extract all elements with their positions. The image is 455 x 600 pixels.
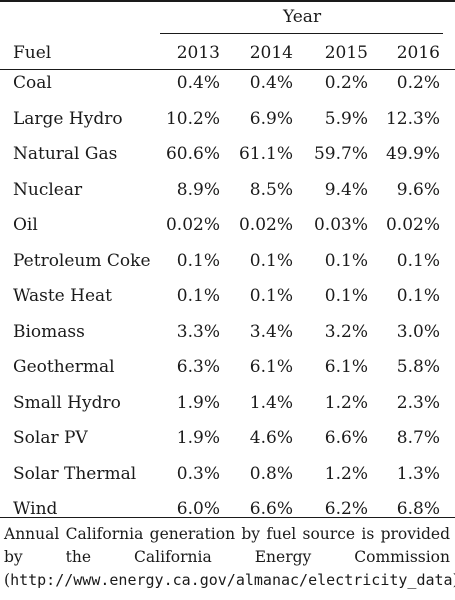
value-2014: 0.1%	[249, 251, 293, 271]
value-2014: 0.1%	[249, 286, 293, 306]
value-2016: 0.02%	[385, 215, 440, 235]
year-header-2015: 2015	[324, 43, 368, 63]
caption-url: http://www.energy.ca.gov/almanac/electri…	[10, 571, 453, 589]
table-caption: Annual California generation by fuel sou…	[4, 523, 455, 592]
value-2014: 0.02%	[238, 215, 293, 235]
value-2015: 59.7%	[313, 144, 368, 164]
value-2015: 1.2%	[324, 393, 368, 413]
value-2013: 3.3%	[176, 322, 220, 342]
value-2015: 1.2%	[324, 464, 368, 484]
year-header-2014: 2014	[249, 43, 293, 63]
value-2013: 0.3%	[176, 464, 220, 484]
caption-text: Annual California generation by fuel sou…	[4, 525, 450, 589]
value-2016: 0.2%	[396, 73, 440, 93]
value-2015: 0.2%	[324, 73, 368, 93]
value-2016: 1.3%	[396, 464, 440, 484]
value-2014: 61.1%	[238, 144, 293, 164]
value-2016: 0.1%	[396, 286, 440, 306]
year-header-2013: 2013	[176, 43, 220, 63]
value-2014: 3.4%	[249, 322, 293, 342]
year-header-2016: 2016	[396, 43, 440, 63]
value-2016: 12.3%	[385, 109, 440, 129]
value-2016: 5.8%	[396, 357, 440, 377]
fuel-label: Natural Gas	[13, 144, 118, 164]
value-2016: 3.0%	[396, 322, 440, 342]
fuel-label: Oil	[13, 215, 38, 235]
fuel-column-header: Fuel	[13, 43, 52, 63]
value-2014: 6.6%	[249, 499, 293, 519]
value-2016: 9.6%	[396, 180, 440, 200]
value-2014: 6.1%	[249, 357, 293, 377]
caption-end: ).	[453, 571, 455, 589]
value-2015: 0.1%	[324, 251, 368, 271]
value-2013: 0.1%	[176, 251, 220, 271]
value-2016: 0.1%	[396, 251, 440, 271]
fuel-label: Petroleum Coke	[13, 251, 151, 271]
value-2016: 6.8%	[396, 499, 440, 519]
fuel-label: Small Hydro	[13, 393, 121, 413]
value-2015: 3.2%	[324, 322, 368, 342]
value-2013: 0.1%	[176, 286, 220, 306]
value-2016: 49.9%	[385, 144, 440, 164]
value-2014: 6.9%	[249, 109, 293, 129]
value-2015: 6.1%	[324, 357, 368, 377]
fuel-label: Solar PV	[13, 428, 88, 448]
fuel-label: Large Hydro	[13, 109, 123, 129]
value-2013: 0.4%	[176, 73, 220, 93]
value-2013: 1.9%	[176, 393, 220, 413]
fuel-label: Waste Heat	[13, 286, 113, 306]
fuel-label: Solar Thermal	[13, 464, 137, 484]
value-2015: 6.2%	[324, 499, 368, 519]
value-2013: 10.2%	[165, 109, 220, 129]
value-2013: 6.0%	[176, 499, 220, 519]
value-2014: 4.6%	[249, 428, 293, 448]
value-2015: 5.9%	[324, 109, 368, 129]
header-rule	[0, 69, 455, 70]
value-2013: 60.6%	[165, 144, 220, 164]
table-top-rule	[0, 0, 455, 2]
value-2015: 6.6%	[324, 428, 368, 448]
value-2015: 0.03%	[313, 215, 368, 235]
fuel-label: Biomass	[13, 322, 85, 342]
year-group-header: Year	[283, 7, 322, 27]
year-group-rule	[160, 33, 443, 34]
value-2014: 0.4%	[249, 73, 293, 93]
value-2013: 8.9%	[176, 180, 220, 200]
value-2014: 0.8%	[249, 464, 293, 484]
value-2013: 6.3%	[176, 357, 220, 377]
value-2013: 0.02%	[165, 215, 220, 235]
value-2016: 2.3%	[396, 393, 440, 413]
value-2016: 8.7%	[396, 428, 440, 448]
value-2015: 9.4%	[324, 180, 368, 200]
fuel-label: Geothermal	[13, 357, 115, 377]
value-2015: 0.1%	[324, 286, 368, 306]
fuel-label: Coal	[13, 73, 52, 93]
value-2014: 8.5%	[249, 180, 293, 200]
fuel-label: Nuclear	[13, 180, 83, 200]
table-bottom-rule	[0, 517, 455, 518]
fuel-label: Wind	[13, 499, 58, 519]
value-2014: 1.4%	[249, 393, 293, 413]
value-2013: 1.9%	[176, 428, 220, 448]
